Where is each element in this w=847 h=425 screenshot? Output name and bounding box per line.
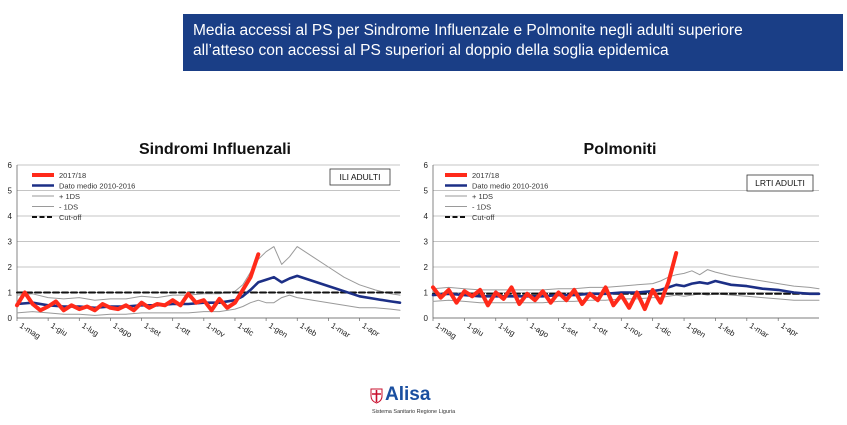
x-tick-label: 1-mag — [18, 321, 42, 341]
chart-1-title: Sindromi Influenzali — [138, 141, 291, 158]
legend-entry: Cut-off — [59, 213, 82, 222]
series-line--1ds — [16, 246, 401, 301]
liguria-shield-icon — [370, 388, 383, 404]
logo-subtitle: Sistema Sanitario Regione Liguria — [372, 409, 456, 415]
legend-entry: Dato medio 2010-2016 — [472, 182, 548, 191]
legend-entry: 2017/18 — [59, 171, 86, 180]
box-label-frame — [329, 168, 391, 186]
y-tick-label: 4 — [424, 212, 429, 221]
y-tick-label: 4 — [8, 212, 13, 221]
y-tick-label: 2 — [424, 263, 429, 272]
box-label-frame — [746, 174, 814, 192]
x-tick-label: 1-ott — [174, 321, 193, 338]
y-tick-label: 3 — [424, 238, 429, 247]
x-tick-label: 1-dic — [654, 321, 673, 338]
y-tick-label: 6 — [8, 161, 13, 170]
banner-line-1: Media accessi al PS per Sindrome Influen… — [193, 22, 743, 39]
series-line--1ds — [432, 269, 820, 291]
legend-entry: + 1DS — [59, 192, 80, 201]
x-tick-label: 1-set — [142, 321, 163, 338]
legend-entry: + 1DS — [472, 192, 493, 201]
x-tick-label: 1-gen — [685, 321, 707, 339]
x-tick-label: 1-apr — [360, 321, 381, 339]
box-label: ILI ADULTI — [340, 172, 381, 182]
legend-entry: - 1DS — [59, 203, 78, 212]
y-tick-label: 6 — [424, 161, 429, 170]
chart-2-title: Polmoniti — [583, 141, 657, 158]
x-tick-label: 1-set — [559, 321, 580, 338]
x-tick-label: 1-giu — [49, 321, 69, 338]
x-tick-label: 1-ott — [591, 321, 610, 338]
series-line-2017-18 — [15, 252, 261, 313]
legend-entry: 2017/18 — [472, 171, 499, 180]
x-tick-label: 1-ago — [111, 321, 134, 340]
x-tick-label: 1-giu — [465, 321, 485, 338]
chart-ili: 0 1 2 3 4 5 6 1-mag 1-giu 1-lug 1-ago 1-set 1-ott 1-n… — [8, 161, 402, 341]
box-label: LRTI ADULTI — [755, 178, 805, 188]
chart-lrti: 0 1 2 3 4 5 6 1-mag 1-giu 1-lug 1-ago 1-set 1-ott 1-n… — [424, 161, 821, 341]
x-tick-label: 1-lug — [497, 321, 517, 338]
y-tick-label: 5 — [8, 187, 13, 196]
x-tick-label: 1-mag — [434, 321, 458, 341]
series-line-dato-medio-2010-2016 — [431, 279, 821, 298]
x-tick-label: 1-nov — [205, 321, 227, 339]
y-tick-label: 1 — [424, 289, 429, 298]
y-tick-label: 0 — [8, 314, 13, 323]
x-tick-label: 1-feb — [716, 321, 737, 339]
legend-entry: Dato medio 2010-2016 — [59, 182, 135, 191]
x-tick-label: 1-dic — [236, 321, 255, 338]
series-line-2017-18 — [431, 251, 679, 312]
legend-entry: - 1DS — [472, 203, 491, 212]
y-tick-label: 0 — [424, 314, 429, 323]
x-tick-label: 1-ago — [528, 321, 551, 340]
header-banner: Media accessi al PS per Sindrome Influen… — [183, 14, 843, 71]
x-tick-label: 1-nov — [622, 321, 644, 339]
x-tick-label: 1-lug — [80, 321, 100, 338]
x-tick-label: 1-mar — [329, 321, 352, 340]
y-tick-label: 3 — [8, 238, 13, 247]
y-tick-label: 1 — [8, 289, 13, 298]
logo-name: Alisa — [385, 384, 431, 405]
series-line--1ds — [16, 294, 401, 316]
x-tick-label: 1-mar — [748, 321, 771, 340]
x-tick-label: 1-apr — [779, 321, 800, 339]
x-tick-label: 1-feb — [298, 321, 319, 339]
y-tick-label: 2 — [8, 263, 13, 272]
banner-line-2: all’atteso con accessi al PS superiori a… — [193, 42, 669, 59]
x-tick-label: 1-gen — [267, 321, 289, 339]
legend-entry: Cut-off — [472, 213, 495, 222]
y-tick-label: 5 — [424, 187, 429, 196]
alisa-logo: Alisa Sistema Sanitario Regione Liguria — [370, 384, 490, 418]
